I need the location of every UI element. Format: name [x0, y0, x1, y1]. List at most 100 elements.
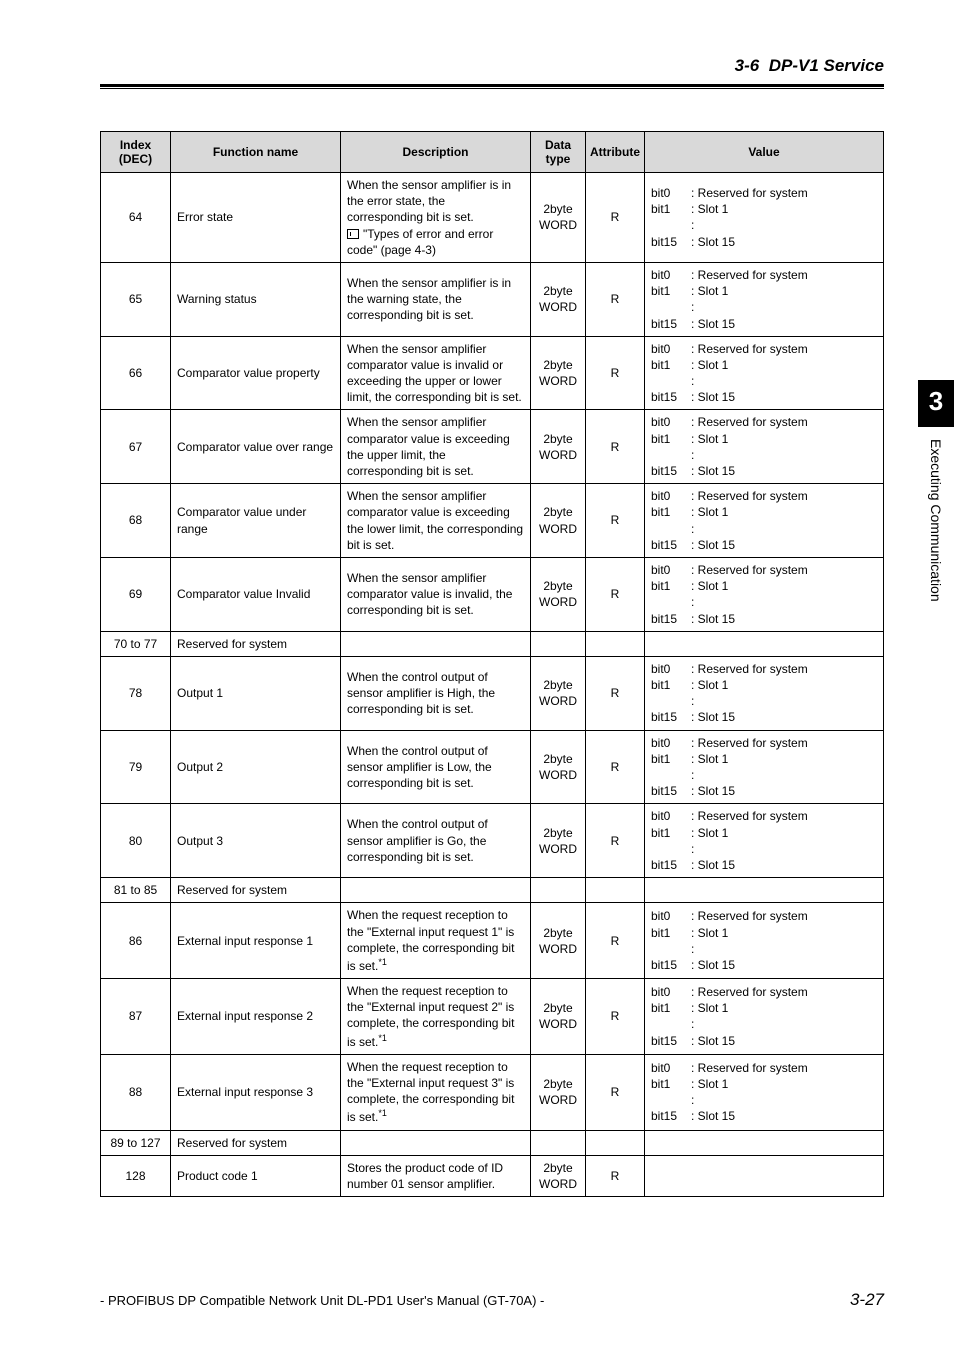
value-cell: bit0: Reserved for systembit1: Slot 1:bi…: [645, 262, 884, 336]
table-row: 88External input response 3When the requ…: [101, 1054, 884, 1130]
header-rule: [100, 88, 884, 89]
column-header: Datatype: [531, 132, 586, 173]
index-cell: 89 to 127: [101, 1130, 171, 1155]
data-type-cell: 2byteWORD: [531, 173, 586, 263]
function-name-cell: Comparator value Invalid: [171, 557, 341, 631]
function-name-cell: Comparator value over range: [171, 410, 341, 484]
function-name-cell: Warning status: [171, 262, 341, 336]
description-cell: When the request reception to the "Exter…: [341, 903, 531, 979]
data-type-cell: 2byteWORD: [531, 410, 586, 484]
header-rule: [100, 84, 884, 87]
data-type-cell: 2byteWORD: [531, 804, 586, 878]
table-row: 87External input response 2When the requ…: [101, 979, 884, 1055]
table-row: 81 to 85Reserved for system: [101, 878, 884, 903]
page-number: 3-27: [850, 1290, 884, 1310]
index-cell: 66: [101, 336, 171, 410]
section-number: 3-6: [735, 56, 760, 75]
attribute-cell: R: [586, 484, 645, 558]
table-row: 68Comparator value under rangeWhen the s…: [101, 484, 884, 558]
function-name-cell: External input response 1: [171, 903, 341, 979]
column-header: Function name: [171, 132, 341, 173]
index-cell: 67: [101, 410, 171, 484]
value-cell: bit0: Reserved for systembit1: Slot 1:bi…: [645, 804, 884, 878]
manual-title: - PROFIBUS DP Compatible Network Unit DL…: [100, 1293, 544, 1308]
attribute-cell: R: [586, 804, 645, 878]
page-footer: - PROFIBUS DP Compatible Network Unit DL…: [100, 1290, 884, 1310]
value-cell: [645, 1155, 884, 1196]
data-type-cell: 2byteWORD: [531, 557, 586, 631]
data-type-cell: 2byteWORD: [531, 1054, 586, 1130]
data-type-cell: 2byteWORD: [531, 484, 586, 558]
index-cell: 69: [101, 557, 171, 631]
chapter-number: 3: [918, 380, 954, 427]
index-cell: 86: [101, 903, 171, 979]
index-cell: 70 to 77: [101, 631, 171, 656]
description-cell: When the control output of sensor amplif…: [341, 804, 531, 878]
description-cell: When the sensor amplifier comparator val…: [341, 410, 531, 484]
description-cell: When the sensor amplifier is in the warn…: [341, 262, 531, 336]
data-type-cell: 2byteWORD: [531, 262, 586, 336]
attribute-cell: R: [586, 336, 645, 410]
description-cell: When the request reception to the "Exter…: [341, 1054, 531, 1130]
attribute-cell: R: [586, 410, 645, 484]
index-cell: 128: [101, 1155, 171, 1196]
index-cell: 64: [101, 173, 171, 263]
column-header: Attribute: [586, 132, 645, 173]
function-name-cell: External input response 3: [171, 1054, 341, 1130]
index-cell: 81 to 85: [101, 878, 171, 903]
function-name-cell: Output 2: [171, 730, 341, 804]
attribute-cell: R: [586, 730, 645, 804]
description-cell: [341, 631, 531, 656]
data-type-cell: [531, 878, 586, 903]
table-row: 89 to 127Reserved for system: [101, 1130, 884, 1155]
data-type-cell: 2byteWORD: [531, 1155, 586, 1196]
index-cell: 79: [101, 730, 171, 804]
reference-icon: [347, 229, 359, 239]
function-name-cell: Comparator value property: [171, 336, 341, 410]
description-cell: When the sensor amplifier comparator val…: [341, 484, 531, 558]
description-cell: [341, 1130, 531, 1155]
attribute-cell: [586, 631, 645, 656]
description-cell: When the sensor amplifier comparator val…: [341, 336, 531, 410]
index-cell: 68: [101, 484, 171, 558]
function-name-cell: Output 3: [171, 804, 341, 878]
table-row: 64Error stateWhen the sensor amplifier i…: [101, 173, 884, 263]
index-cell: 87: [101, 979, 171, 1055]
data-type-cell: 2byteWORD: [531, 979, 586, 1055]
value-cell: bit0: Reserved for systembit1: Slot 1:bi…: [645, 484, 884, 558]
attribute-cell: R: [586, 1054, 645, 1130]
attribute-cell: R: [586, 173, 645, 263]
data-type-cell: [531, 631, 586, 656]
data-type-cell: 2byteWORD: [531, 656, 586, 730]
description-cell: When the control output of sensor amplif…: [341, 730, 531, 804]
attribute-cell: R: [586, 656, 645, 730]
attribute-cell: R: [586, 262, 645, 336]
section-title: DP-V1 Service: [769, 56, 884, 75]
value-cell: bit0: Reserved for systembit1: Slot 1:bi…: [645, 1054, 884, 1130]
value-cell: bit0: Reserved for systembit1: Slot 1:bi…: [645, 656, 884, 730]
data-type-cell: 2byteWORD: [531, 903, 586, 979]
chapter-tab: 3 Executing Communication: [918, 380, 954, 680]
index-cell: 80: [101, 804, 171, 878]
function-name-cell: Output 1: [171, 656, 341, 730]
chapter-title: Executing Communication: [928, 427, 944, 602]
function-name-cell: Comparator value under range: [171, 484, 341, 558]
description-cell: When the sensor amplifier comparator val…: [341, 557, 531, 631]
description-cell: When the sensor amplifier is in the erro…: [341, 173, 531, 263]
table-row: 65Warning statusWhen the sensor amplifie…: [101, 262, 884, 336]
function-name-cell: Reserved for system: [171, 878, 341, 903]
table-row: 66Comparator value propertyWhen the sens…: [101, 336, 884, 410]
value-cell: bit0: Reserved for systembit1: Slot 1:bi…: [645, 173, 884, 263]
attribute-cell: [586, 878, 645, 903]
table-row: 78Output 1When the control output of sen…: [101, 656, 884, 730]
data-type-cell: [531, 1130, 586, 1155]
function-name-cell: Product code 1: [171, 1155, 341, 1196]
function-name-cell: Reserved for system: [171, 1130, 341, 1155]
description-cell: When the request reception to the "Exter…: [341, 979, 531, 1055]
column-header: Index(DEC): [101, 132, 171, 173]
data-type-cell: 2byteWORD: [531, 730, 586, 804]
description-cell: Stores the product code of ID number 01 …: [341, 1155, 531, 1196]
index-cell: 88: [101, 1054, 171, 1130]
attribute-cell: [586, 1130, 645, 1155]
value-cell: bit0: Reserved for systembit1: Slot 1:bi…: [645, 730, 884, 804]
